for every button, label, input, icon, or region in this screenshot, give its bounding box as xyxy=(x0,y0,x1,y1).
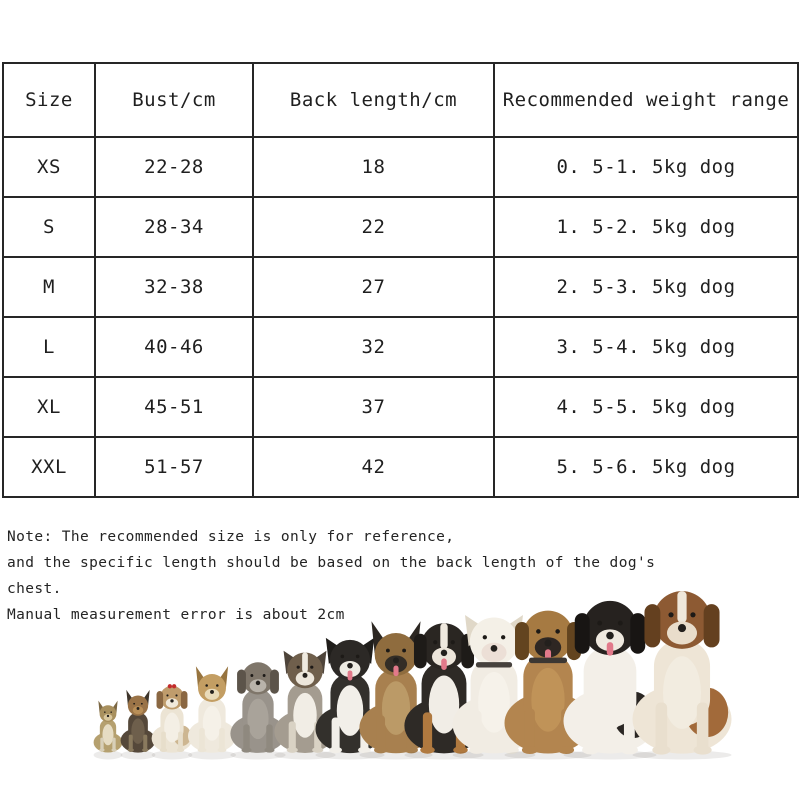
dog-shih-tzu xyxy=(151,684,193,760)
table-cell-bust: 40-46 xyxy=(94,316,254,378)
table-row: M 32-38 27 2. 5-3. 5kg dog xyxy=(2,256,799,318)
table-cell-back: 32 xyxy=(252,316,495,378)
table-cell-bust: 28-34 xyxy=(94,196,254,258)
note: Note: The recommended size is only for r… xyxy=(7,524,707,628)
dog-chihuahua xyxy=(93,700,123,760)
size-chart-table: Size Bust/cm Back length/cm Recommended … xyxy=(2,62,799,498)
table-cell-weight: 5. 5-6. 5kg dog xyxy=(493,436,799,498)
col-header-bust: Bust/cm xyxy=(94,62,254,138)
dog-st-bernard xyxy=(632,591,732,760)
table-cell-bust: 32-38 xyxy=(94,256,254,318)
table-cell-back: 22 xyxy=(252,196,495,258)
table-cell-size: XL xyxy=(2,376,96,438)
table-row: XL 45-51 37 4. 5-5. 5kg dog xyxy=(2,376,799,438)
col-header-size: Size xyxy=(2,62,96,138)
table-cell-back: 37 xyxy=(252,376,495,438)
table-cell-weight: 3. 5-4. 5kg dog xyxy=(493,316,799,378)
note-line: Manual measurement error is about 2cm xyxy=(7,607,345,623)
table-row: L 40-46 32 3. 5-4. 5kg dog xyxy=(2,316,799,378)
table-cell-weight: 4. 5-5. 5kg dog xyxy=(493,376,799,438)
table-cell-size: XS xyxy=(2,136,96,198)
note-line: Note: The recommended size is only for r… xyxy=(7,529,455,545)
table-cell-size: S xyxy=(2,196,96,258)
table-cell-bust: 51-57 xyxy=(94,436,254,498)
dogs-photo xyxy=(0,560,800,800)
table-cell-weight: 0. 5-1. 5kg dog xyxy=(493,136,799,198)
table-cell-size: L xyxy=(2,316,96,378)
table-cell-bust: 45-51 xyxy=(94,376,254,438)
dog-australian-shepherd xyxy=(274,650,336,760)
dog-fawn-chihuahua xyxy=(188,666,236,760)
col-header-back: Back length/cm xyxy=(252,62,495,138)
dog-landseer xyxy=(563,600,657,760)
dog-schnauzer xyxy=(230,662,286,760)
dog-yorkshire-terrier xyxy=(120,689,156,760)
note-line: and the specific length should be based … xyxy=(7,555,656,597)
dog-malinois xyxy=(359,621,433,760)
table-cell-back: 42 xyxy=(252,436,495,498)
table-row: XXL 51-57 42 5. 5-6. 5kg dog xyxy=(2,436,799,498)
table-cell-bust: 22-28 xyxy=(94,136,254,198)
table-cell-size: M xyxy=(2,256,96,318)
table-row: XS 22-28 18 0. 5-1. 5kg dog xyxy=(2,136,799,198)
table-row: S 28-34 22 1. 5-2. 5kg dog xyxy=(2,196,799,258)
table-cell-back: 27 xyxy=(252,256,495,318)
size-table-body: XS 22-28 18 0. 5-1. 5kg dog S 28-34 22 1. 5-2. … xyxy=(2,136,799,498)
table-cell-back: 18 xyxy=(252,136,495,198)
dogs-illustration xyxy=(93,591,732,760)
table-cell-weight: 1. 5-2. 5kg dog xyxy=(493,196,799,258)
table-header-row: Size Bust/cm Back length/cm Recommended … xyxy=(2,62,799,138)
table-cell-size: XXL xyxy=(2,436,96,498)
col-header-weight: Recommended weight range xyxy=(493,62,799,138)
table-cell-weight: 2. 5-3. 5kg dog xyxy=(493,256,799,318)
